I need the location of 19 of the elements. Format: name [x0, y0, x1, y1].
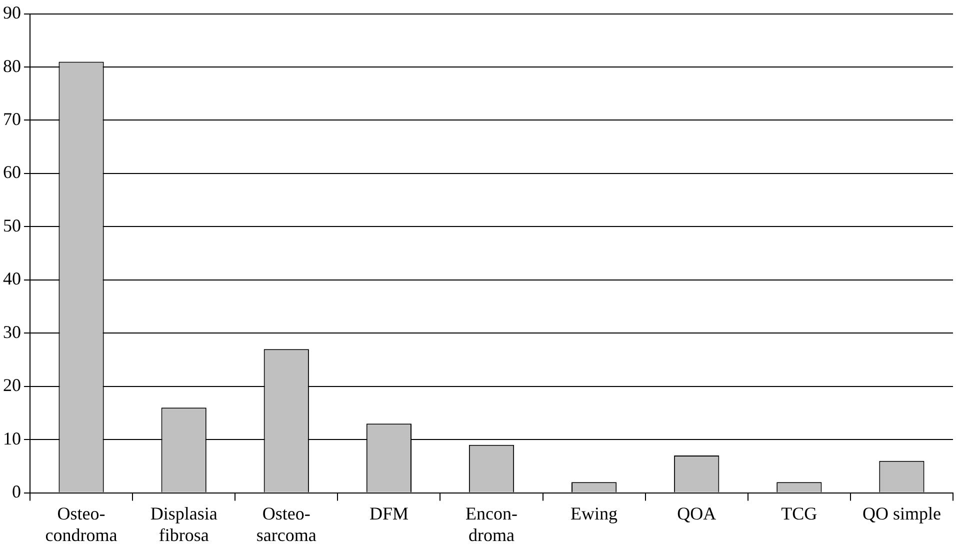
y-tick-label: 70: [3, 108, 21, 129]
x-tick-label: Displasia fibrosa: [150, 503, 218, 545]
y-tick-label: 60: [3, 162, 21, 182]
x-tick-label: TCG: [781, 503, 818, 524]
y-tick-label: 20: [3, 375, 21, 396]
x-tick-label: Osteo- sarcoma: [256, 503, 316, 545]
y-tick-label: 80: [3, 56, 21, 76]
x-tick-label: DFM: [369, 503, 408, 524]
x-tick-label: Ewing: [570, 503, 618, 524]
y-tick-label: 40: [3, 268, 21, 289]
y-tick-label: 50: [3, 215, 21, 236]
y-tick-label: 90: [3, 2, 21, 23]
y-tick-label: 10: [3, 428, 21, 448]
y-tick-label: 30: [3, 322, 21, 342]
x-tick-label: QOA: [677, 503, 716, 524]
x-tick-label: Osteo- condroma: [45, 503, 118, 545]
x-tick-label: QO simple: [862, 503, 941, 524]
y-tick-label: 0: [12, 482, 21, 502]
x-tick-label: Encon- droma: [466, 503, 518, 545]
